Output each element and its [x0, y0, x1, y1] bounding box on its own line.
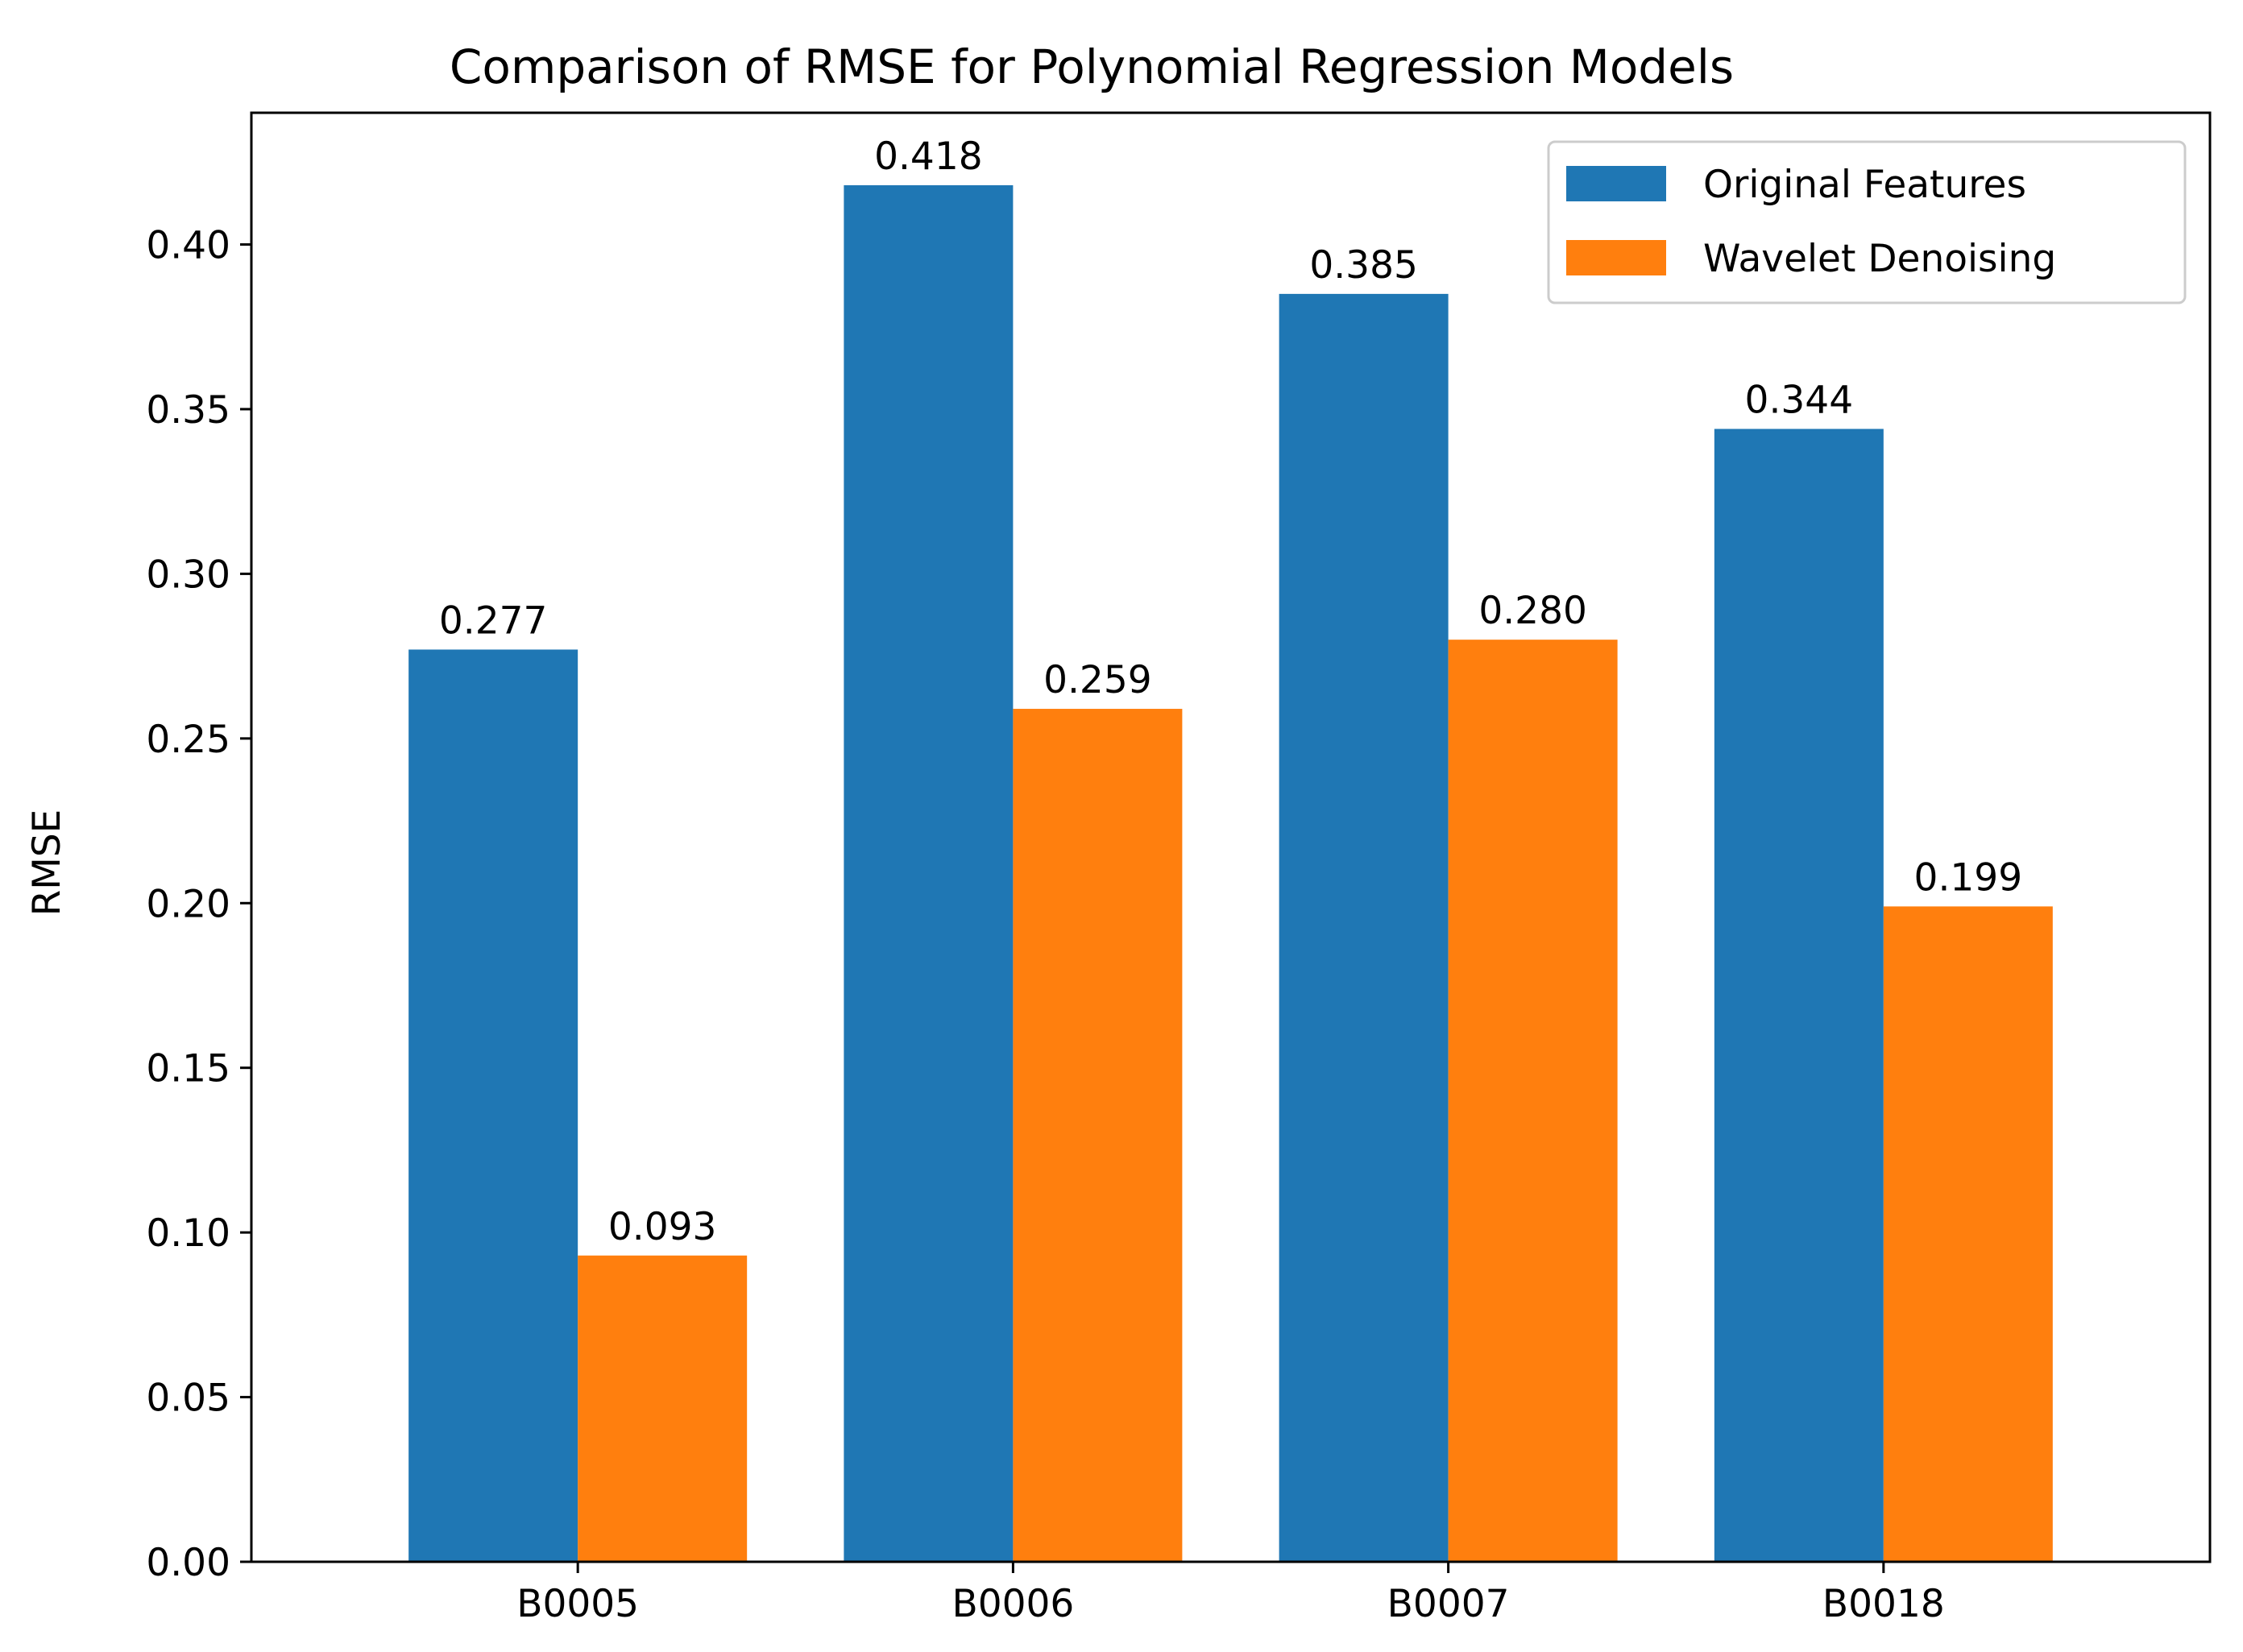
bar-value-label: 0.418 — [874, 135, 983, 179]
x-axis: B0005 B0006 B0007 B0018 — [516, 1562, 1945, 1626]
y-axis: 0.00 0.05 0.10 0.15 0.20 0.25 0.30 0.35 0.40 — [146, 224, 251, 1585]
legend-box — [1547, 140, 2187, 304]
bar-value-label: 0.259 — [1043, 658, 1152, 702]
x-tick-label: B0006 — [952, 1582, 1074, 1626]
x-tick-label: B0005 — [516, 1582, 639, 1626]
y-tick-label: 0.05 — [146, 1377, 230, 1421]
bar-value-label: 0.280 — [1478, 589, 1587, 633]
bar-original-b0006 — [844, 184, 1014, 1563]
y-tick-label: 0.35 — [146, 388, 230, 433]
y-tick-label: 0.25 — [146, 718, 230, 762]
bar-wavelet-b0018 — [1883, 906, 2053, 1562]
legend-label: Wavelet Denoising — [1703, 237, 2056, 281]
y-tick-label: 0.30 — [146, 553, 230, 597]
bar-value-label: 0.199 — [1914, 855, 2023, 900]
plot-area-frame — [250, 111, 2212, 1563]
bar-value-label: 0.385 — [1309, 243, 1418, 288]
bar-wavelet-b0007 — [1448, 640, 1618, 1562]
bar-wavelet-b0005 — [578, 1255, 748, 1562]
legend-swatch-original — [1566, 166, 1666, 201]
y-tick-label: 0.00 — [146, 1541, 230, 1585]
y-axis-label: RMSE — [25, 809, 69, 917]
bars-group — [408, 184, 2053, 1563]
y-tick-label: 0.10 — [146, 1211, 230, 1256]
bar-value-label: 0.344 — [1745, 379, 1854, 423]
x-tick-label: B0018 — [1822, 1582, 1945, 1626]
legend: Original Features Wavelet Denoising — [1547, 140, 2187, 304]
legend-swatch-wavelet — [1566, 240, 1666, 275]
x-tick-label: B0007 — [1387, 1582, 1510, 1626]
legend-label: Original Features — [1703, 163, 2026, 207]
bar-original-b0018 — [1714, 429, 1884, 1563]
bar-original-b0005 — [408, 649, 578, 1562]
y-tick-label: 0.15 — [146, 1047, 230, 1091]
y-tick-label: 0.40 — [146, 224, 230, 268]
chart-title: Comparison of RMSE for Polynomial Regres… — [450, 39, 1734, 94]
bar-labels-group: 0.277 0.418 0.385 0.344 0.093 0.259 0.280 0.199 — [439, 135, 2022, 1249]
bar-value-label: 0.093 — [608, 1205, 717, 1249]
y-tick-label: 0.20 — [146, 882, 230, 926]
bar-value-label: 0.277 — [439, 598, 548, 643]
bar-wavelet-b0006 — [1013, 709, 1183, 1562]
bar-original-b0007 — [1279, 293, 1449, 1562]
